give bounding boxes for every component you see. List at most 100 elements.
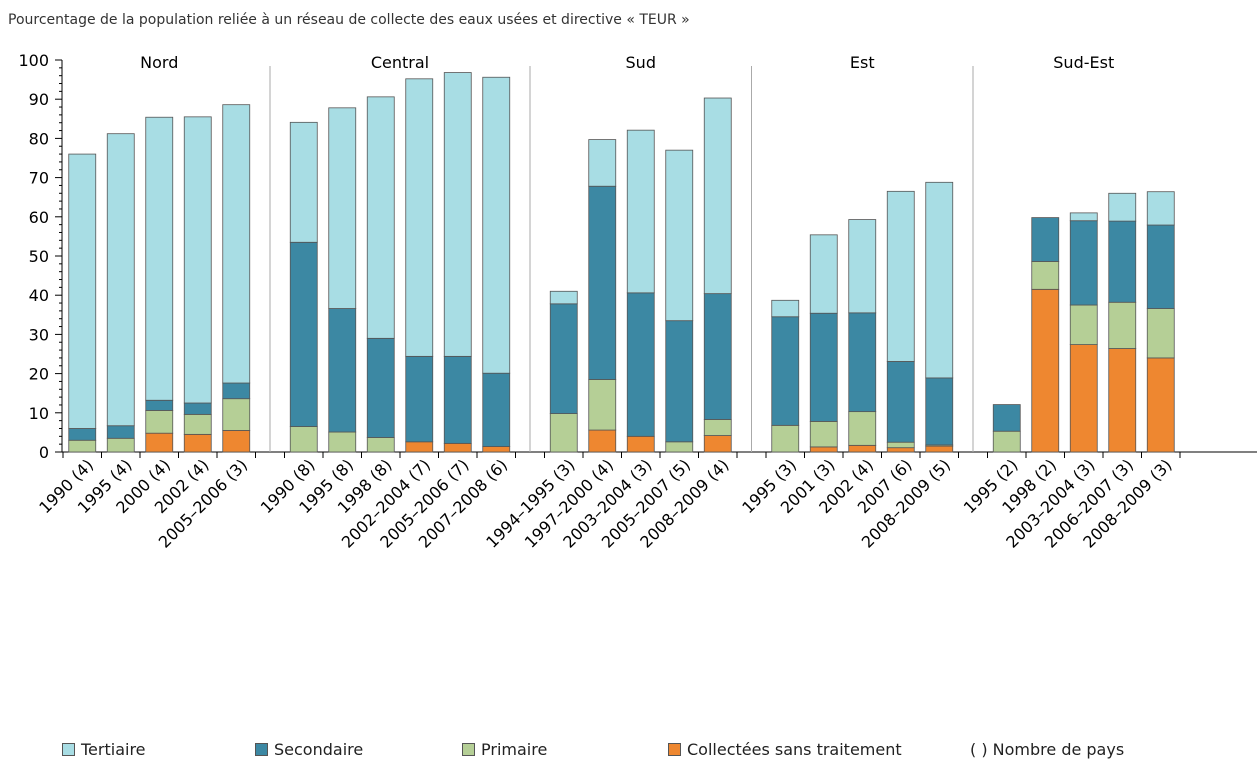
y-tick-label: 70 [29, 169, 49, 188]
bar-segment-collectees-sans-traitement [222, 430, 251, 453]
bar-segment-secondaire [809, 312, 838, 422]
y-tick-label: 30 [29, 325, 49, 344]
bar-segment-tertiaire [1146, 191, 1175, 226]
bar-segment-collectees-sans-traitement [1146, 357, 1175, 453]
bar-segment-secondaire [1146, 224, 1175, 309]
bar-segment-secondaire [328, 308, 357, 433]
bar-segment-primaire [145, 410, 174, 434]
bar-segment-tertiaire [328, 107, 357, 309]
legend-item-primaire: Primaire [462, 740, 547, 759]
bar-segment-secondaire [1108, 220, 1137, 303]
bar-segment-secondaire [549, 303, 578, 414]
bar-segment-collectees-sans-traitement [809, 446, 838, 453]
bar-segment-tertiaire [1108, 192, 1137, 222]
bar-segment-primaire [549, 413, 578, 453]
bar-segment-tertiaire [106, 133, 135, 427]
y-tick-label: 100 [18, 51, 49, 70]
chart-title: Pourcentage de la population reliée à un… [8, 12, 690, 28]
group-label-central: Central [371, 53, 429, 72]
bar-segment-tertiaire [848, 219, 877, 314]
y-tick-label: 20 [29, 365, 49, 384]
bar-segment-collectees-sans-traitement [925, 445, 954, 453]
bar-segment-primaire [848, 411, 877, 446]
bar-segment-tertiaire [925, 181, 954, 379]
bar-segment-tertiaire [549, 290, 578, 305]
legend-label-primaire: Primaire [481, 740, 548, 759]
bar-segment-primaire [809, 421, 838, 448]
bar-segment-primaire [366, 437, 395, 453]
bar-segment-primaire [1146, 308, 1175, 359]
legend-swatch-collectees [668, 743, 681, 756]
bar-segment-collectees-sans-traitement [626, 435, 655, 453]
bar-segment-primaire [289, 426, 318, 453]
bar-segment-primaire [222, 398, 251, 431]
bar-segment-secondaire [405, 355, 434, 443]
bar-segment-primaire [588, 379, 617, 431]
bar-segment-collectees-sans-traitement [1108, 348, 1137, 453]
legend-swatch-secondaire [255, 743, 268, 756]
bar-segment-secondaire [771, 316, 800, 426]
bar-segment-secondaire [68, 428, 97, 441]
bar-segment-collectees-sans-traitement [145, 432, 174, 453]
bar-segment-secondaire [886, 361, 915, 443]
bar-segment-tertiaire [366, 96, 395, 339]
bar-segment-primaire [1031, 261, 1060, 290]
legend-swatch-tertiaire [62, 743, 75, 756]
bar-segment-primaire [1069, 304, 1098, 345]
group-label-est: Est [850, 53, 875, 72]
legend: Tertiaire Secondaire Primaire Collectées… [0, 740, 1257, 764]
bar-segment-secondaire [992, 404, 1021, 432]
bar-segment-collectees-sans-traitement [405, 441, 434, 453]
bar-segment-tertiaire [68, 153, 97, 429]
legend-note-country-count: ( ) Nombre de pays [970, 740, 1125, 759]
bar-segment-secondaire [848, 312, 877, 413]
legend-label-tertiaire: Tertiaire [81, 740, 146, 759]
y-tick-label: 90 [29, 90, 49, 109]
bar-segment-secondaire [665, 320, 694, 443]
group-label-nord: Nord [140, 53, 178, 72]
bar-segment-secondaire [1069, 220, 1098, 306]
bar-segment-primaire [106, 437, 135, 453]
bar-segment-primaire [68, 439, 97, 453]
bar-segment-tertiaire [405, 78, 434, 357]
bar-segment-primaire [992, 430, 1021, 453]
legend-item-secondaire: Secondaire [255, 740, 363, 759]
bar-segment-collectees-sans-traitement [588, 429, 617, 453]
legend-label-secondaire: Secondaire [274, 740, 364, 759]
bar-segment-collectees-sans-traitement [482, 446, 511, 453]
bar-segment-collectees-sans-traitement [848, 444, 877, 453]
bar-segment-tertiaire [183, 116, 212, 404]
bar-segment-secondaire [145, 399, 174, 411]
y-tick-label: 0 [39, 443, 49, 462]
legend-item-tertiaire: Tertiaire [62, 740, 146, 759]
bar-segment-tertiaire [809, 234, 838, 314]
bar-segment-secondaire [925, 377, 954, 446]
y-tick-label: 10 [29, 404, 49, 423]
bar-segment-secondaire [1031, 217, 1060, 262]
bar-segment-tertiaire [289, 121, 318, 243]
bar-segment-collectees-sans-traitement [443, 442, 472, 453]
bar-segment-primaire [328, 431, 357, 453]
bar-segment-primaire [703, 419, 732, 436]
bar-segment-tertiaire [665, 149, 694, 322]
bar-segment-secondaire [626, 292, 655, 437]
group-label-sud: Sud [626, 53, 656, 72]
bar-segment-tertiaire [145, 116, 174, 401]
bar-segment-primaire [886, 441, 915, 449]
bar-segment-tertiaire [443, 72, 472, 357]
bar-segment-tertiaire [588, 139, 617, 187]
bar-segment-primaire [771, 424, 800, 453]
bar-segment-collectees-sans-traitement [1031, 288, 1060, 453]
bar-segment-secondaire [443, 355, 472, 444]
bar-segment-secondaire [183, 402, 212, 415]
legend-swatch-primaire [462, 743, 475, 756]
bar-segment-secondaire [106, 425, 135, 439]
bar-segment-tertiaire [222, 104, 251, 384]
y-tick-label: 50 [29, 247, 49, 266]
bar-segment-primaire [1108, 301, 1137, 349]
y-tick-label: 40 [29, 286, 49, 305]
bar-segment-tertiaire [703, 97, 732, 295]
bar-segment-secondaire [703, 293, 732, 420]
bar-segment-collectees-sans-traitement [703, 435, 732, 453]
